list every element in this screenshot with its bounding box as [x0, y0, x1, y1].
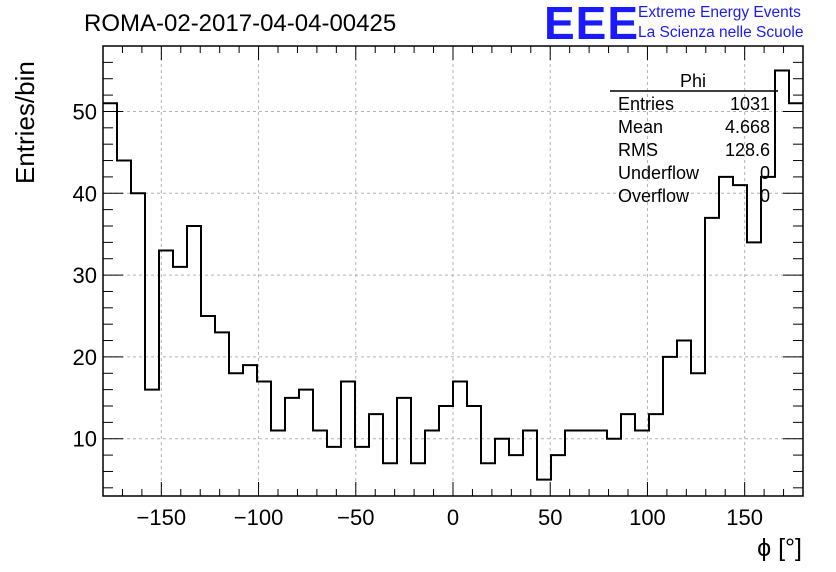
histogram-bin — [481, 463, 495, 496]
histogram-bin — [719, 177, 733, 496]
x-tick-label: −100 — [234, 505, 284, 530]
grid-lines — [103, 46, 803, 496]
histogram-bin — [747, 242, 761, 496]
x-tick-label: 150 — [726, 505, 763, 530]
histogram-bin — [341, 381, 355, 496]
histogram-bin — [243, 365, 257, 496]
histogram-bin — [117, 161, 131, 496]
histogram-bin — [369, 414, 383, 496]
stats-value: 0 — [760, 186, 770, 206]
histogram-bin — [425, 431, 439, 496]
histogram-outline — [103, 69, 803, 481]
histogram-bin — [761, 177, 775, 496]
histogram-bin — [607, 439, 621, 496]
histogram-bin — [789, 103, 803, 496]
axis-ticks — [102, 45, 804, 496]
histogram-bin — [285, 398, 299, 496]
histogram-bin — [257, 381, 271, 496]
y-tick-label: 30 — [73, 263, 97, 288]
histogram-bin — [355, 447, 369, 496]
y-tick-label: 40 — [73, 181, 97, 206]
histogram-bin — [495, 439, 509, 496]
histogram-bin — [621, 414, 635, 496]
histogram-bin — [579, 431, 593, 496]
stats-value: 1031 — [730, 94, 770, 114]
histogram-bin — [271, 431, 285, 496]
x-axis-label: ϕ [°] — [757, 534, 802, 562]
histogram-bin — [397, 398, 411, 496]
x-tick-label: −150 — [137, 505, 187, 530]
tick-labels: −150 −100 −50 0 50 100 150 10 20 30 40 50 — [73, 99, 764, 530]
histogram-bin — [439, 406, 453, 496]
histogram-bin — [299, 390, 313, 496]
histogram-bin — [187, 226, 201, 496]
x-tick-label: −50 — [337, 505, 374, 530]
histogram-bin — [313, 431, 327, 496]
histogram-bin — [635, 431, 649, 496]
y-tick-label: 10 — [73, 427, 97, 452]
histogram-bin — [467, 406, 481, 496]
histogram-bin — [453, 381, 467, 496]
stats-label: Overflow — [618, 186, 690, 206]
logo-caption: Extreme Energy Events La Scienza nelle S… — [638, 3, 803, 43]
histogram-bin — [201, 316, 215, 496]
stats-label: Entries — [618, 94, 674, 114]
histogram-bin — [551, 455, 565, 496]
logo-line-2: La Scienza nelle Scuole — [638, 24, 804, 41]
stats-box: Phi Entries 1031 Mean 4.668 RMS 128.6 Underflow… — [610, 71, 778, 206]
y-tick-label: 20 — [73, 345, 97, 370]
stats-label: Mean — [618, 117, 663, 137]
histogram-bin — [705, 218, 719, 496]
histogram-bin — [775, 71, 789, 496]
y-tick-label: 50 — [73, 99, 97, 124]
histogram-bin — [103, 103, 117, 496]
histogram-bins — [103, 69, 803, 496]
histogram-bin — [565, 431, 579, 496]
histogram-bin — [411, 463, 425, 496]
histogram-bin — [537, 480, 551, 496]
stats-value: 128.6 — [725, 140, 770, 160]
stats-value: 4.668 — [725, 117, 770, 137]
stats-label: RMS — [618, 140, 658, 160]
x-tick-label: 50 — [538, 505, 562, 530]
histogram-bin — [691, 373, 705, 496]
histogram-bin — [733, 185, 747, 496]
histogram-bin — [677, 341, 691, 496]
histogram-bin — [649, 414, 663, 496]
histogram-bin — [173, 267, 187, 496]
x-tick-label: 100 — [629, 505, 666, 530]
x-tick-label: 0 — [447, 505, 459, 530]
histogram-bin — [131, 193, 145, 496]
histogram-bin — [159, 251, 173, 496]
eee-logo: EEE — [544, 0, 640, 49]
histogram-bin — [229, 373, 243, 496]
chart-title: ROMA-02-2017-04-04-00425 — [84, 10, 397, 37]
stats-name: Phi — [680, 71, 706, 91]
histogram-bin — [215, 332, 229, 496]
histogram-bin — [523, 431, 537, 496]
histogram-bin — [593, 431, 607, 496]
histogram-bin — [327, 447, 341, 496]
stats-label: Underflow — [618, 163, 700, 183]
histogram-bin — [145, 390, 159, 496]
stats-value: 0 — [760, 163, 770, 183]
logo-line-1: Extreme Energy Events — [638, 4, 801, 21]
histogram-bin — [663, 357, 677, 496]
